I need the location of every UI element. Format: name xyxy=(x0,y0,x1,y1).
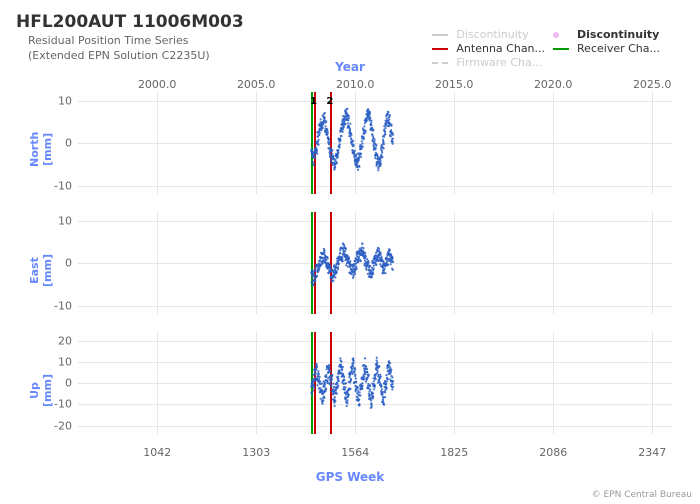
scatter-east xyxy=(78,212,672,314)
scatter-up xyxy=(78,332,672,434)
top-tick-label: 2025.0 xyxy=(633,78,672,91)
y-tick-label: 10 xyxy=(44,94,72,107)
top-tick-label: 2010.0 xyxy=(336,78,375,91)
y-tick-label: -10 xyxy=(44,179,72,192)
y-tick-label: -20 xyxy=(44,419,72,432)
bottom-tick-label: 1564 xyxy=(341,446,369,459)
bottom-tick-label: 1303 xyxy=(242,446,270,459)
legend-label[interactable]: Receiver Cha... xyxy=(575,42,666,56)
legend-swatch[interactable] xyxy=(430,28,454,42)
y-axis-label-east: East[mm] xyxy=(28,254,54,287)
legend-label[interactable]: Discontinuity xyxy=(575,28,666,42)
y-axis-label-up: Up[mm] xyxy=(28,374,54,407)
legend-swatch[interactable] xyxy=(551,42,575,56)
legend-label[interactable]: Discontinuity xyxy=(454,28,551,42)
y-tick-label: 20 xyxy=(44,334,72,347)
bottom-tick-label: 2086 xyxy=(539,446,567,459)
top-tick-label: 2020.0 xyxy=(534,78,573,91)
event-label: 2 xyxy=(326,96,333,107)
event-label: 1 xyxy=(310,96,317,107)
legend: DiscontinuityDiscontinuityAntenna Chan..… xyxy=(430,28,666,70)
legend-swatch[interactable] xyxy=(430,42,454,56)
top-tick-label: 2000.0 xyxy=(138,78,177,91)
bottom-tick-label: 2347 xyxy=(638,446,666,459)
bottom-tick-label: 1825 xyxy=(440,446,468,459)
chart-title: HFL200AUT 11006M003 xyxy=(16,12,244,32)
y-tick-label: 10 xyxy=(44,355,72,368)
subtitle-line-1: Residual Position Time Series xyxy=(28,34,189,47)
top-tick-label: 2015.0 xyxy=(435,78,474,91)
y-axis-label-north: North[mm] xyxy=(28,132,54,167)
legend-label[interactable]: Firmware Cha... xyxy=(454,56,551,70)
credits-label: © EPN Central Bureau xyxy=(592,490,692,500)
scatter-north xyxy=(78,92,672,194)
legend-label[interactable]: Antenna Chan... xyxy=(454,42,551,56)
y-tick-label: -10 xyxy=(44,299,72,312)
top-tick-label: 2005.0 xyxy=(237,78,276,91)
legend-swatch[interactable] xyxy=(551,28,575,42)
legend-swatch[interactable] xyxy=(430,56,454,70)
bottom-axis-title: GPS Week xyxy=(0,470,700,484)
bottom-tick-label: 1042 xyxy=(143,446,171,459)
y-tick-label: 10 xyxy=(44,214,72,227)
